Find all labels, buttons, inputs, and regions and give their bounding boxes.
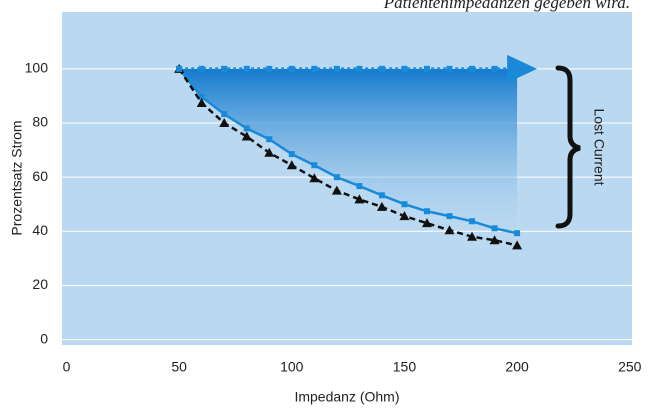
- point: [176, 65, 183, 72]
- y-tick-label: 40: [32, 222, 48, 238]
- point: [446, 65, 453, 72]
- y-tick-label: 0: [40, 330, 48, 346]
- point: [423, 65, 430, 72]
- point: [266, 136, 273, 143]
- point: [446, 213, 453, 220]
- point: [221, 111, 228, 118]
- point: [512, 240, 523, 250]
- point: [356, 183, 363, 190]
- point: [331, 185, 342, 195]
- point: [266, 65, 273, 72]
- point: [311, 162, 318, 169]
- point: [198, 65, 205, 72]
- point: [286, 160, 297, 170]
- y-axis-label: Prozentsatz Strom: [9, 120, 25, 235]
- point: [514, 230, 521, 237]
- point: [489, 235, 500, 245]
- point: [333, 65, 340, 72]
- point: [309, 173, 320, 183]
- y-tick-label: 60: [32, 168, 48, 184]
- point: [264, 147, 275, 157]
- y-tick-label: 20: [32, 276, 48, 292]
- point: [333, 174, 340, 181]
- point: [421, 218, 432, 228]
- x-tick-label: 50: [171, 359, 187, 375]
- lost-current-label: Lost Current: [591, 108, 607, 185]
- plot: [62, 54, 632, 341]
- point: [401, 201, 408, 208]
- point: [467, 231, 478, 241]
- point: [221, 65, 228, 72]
- point: [376, 201, 387, 211]
- y-tick-label: 100: [25, 60, 49, 76]
- x-tick-label: 200: [505, 359, 529, 375]
- point: [469, 218, 476, 225]
- arrow-head: [507, 54, 538, 83]
- point: [219, 118, 230, 127]
- series-line: [178, 68, 518, 235]
- point: [444, 225, 455, 235]
- point: [288, 65, 295, 72]
- brace: [555, 65, 581, 229]
- x-tick-label: 150: [393, 359, 417, 375]
- y-tick-label: 80: [32, 114, 48, 130]
- point: [198, 94, 205, 101]
- point: [469, 65, 476, 72]
- point: [311, 65, 318, 72]
- x-tick-label: 100: [280, 359, 304, 375]
- point: [378, 192, 385, 199]
- point: [401, 65, 408, 72]
- point: [354, 194, 365, 204]
- point: [423, 208, 430, 215]
- point: [243, 125, 250, 132]
- point: [243, 65, 250, 72]
- point: [491, 225, 498, 232]
- x-tick-label: 250: [618, 359, 642, 375]
- point: [356, 65, 363, 72]
- caption: Patientenimpedanzen gegeben wird.: [383, 0, 630, 12]
- lost-current-area: [179, 68, 518, 234]
- x-axis-label: Impedanz (Ohm): [294, 389, 399, 405]
- point: [241, 131, 252, 141]
- point: [491, 65, 498, 72]
- point: [378, 65, 385, 72]
- point: [196, 97, 207, 107]
- point: [288, 151, 295, 158]
- series-line: [178, 68, 518, 247]
- point: [514, 65, 521, 72]
- x-tick-label: 0: [63, 359, 71, 375]
- point: [399, 211, 410, 221]
